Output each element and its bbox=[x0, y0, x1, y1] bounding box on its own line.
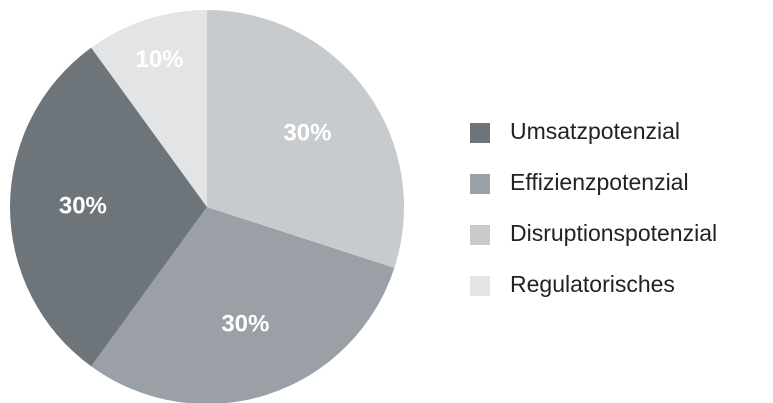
legend-swatch bbox=[470, 225, 490, 245]
pie-slice bbox=[91, 10, 207, 207]
legend-label: Regulatorisches bbox=[510, 271, 675, 297]
legend-label: Disruptionspotenzial bbox=[510, 220, 717, 246]
legend-label: Effizienzpotenzial bbox=[510, 169, 689, 195]
legend-swatch bbox=[470, 174, 490, 194]
legend-swatch bbox=[470, 123, 490, 143]
value-label: 10% bbox=[135, 46, 183, 73]
pie-slice bbox=[207, 10, 405, 268]
value-label: 30% bbox=[59, 192, 107, 219]
value-label: 30% bbox=[221, 310, 269, 337]
pie-slice bbox=[9, 47, 207, 367]
legend-swatch bbox=[470, 276, 490, 296]
legend-label: Umsatzpotenzial bbox=[510, 118, 680, 144]
value-label: 30% bbox=[283, 119, 331, 146]
pie-slice bbox=[91, 207, 395, 403]
